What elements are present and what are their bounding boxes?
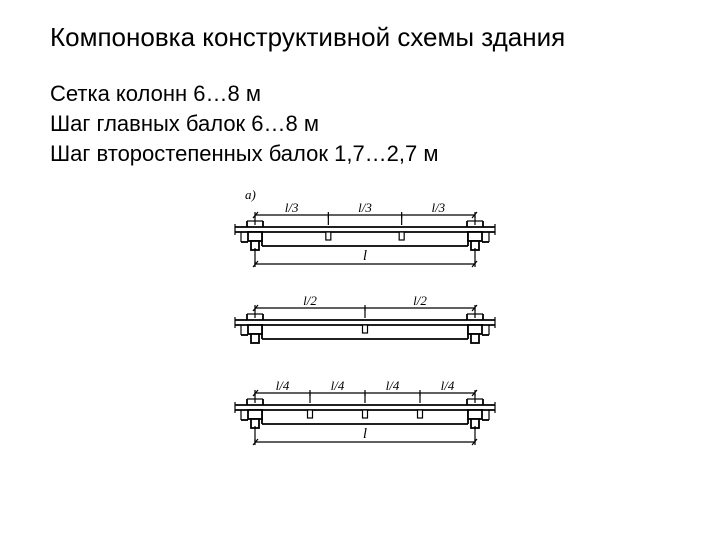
svg-text:l/4: l/4 <box>331 378 345 393</box>
svg-text:l/4: l/4 <box>386 378 400 393</box>
svg-text:l/3: l/3 <box>285 200 299 215</box>
beam-diagram: а) l/3 l/3 l/3 l l/2 l/2 l/4 l/4 l/4 l/4 l <box>50 185 680 485</box>
line-1: Сетка колонн 6…8 м <box>50 81 680 107</box>
svg-text:l/2: l/2 <box>413 293 427 308</box>
svg-text:l/3: l/3 <box>431 200 445 215</box>
svg-text:l/4: l/4 <box>441 378 455 393</box>
svg-text:l/2: l/2 <box>303 293 317 308</box>
svg-text:l/3: l/3 <box>358 200 372 215</box>
line-3: Шаг второстепенных балок 1,7…2,7 м <box>50 141 680 167</box>
svg-text:а): а) <box>245 187 256 202</box>
svg-text:l/4: l/4 <box>276 378 290 393</box>
svg-text:l: l <box>363 248 367 264</box>
svg-text:l: l <box>363 426 367 442</box>
page-title: Компоновка конструктивной схемы здания <box>50 22 680 53</box>
body-text: Сетка колонн 6…8 м Шаг главных балок 6…8… <box>50 81 680 167</box>
line-2: Шаг главных балок 6…8 м <box>50 111 680 137</box>
